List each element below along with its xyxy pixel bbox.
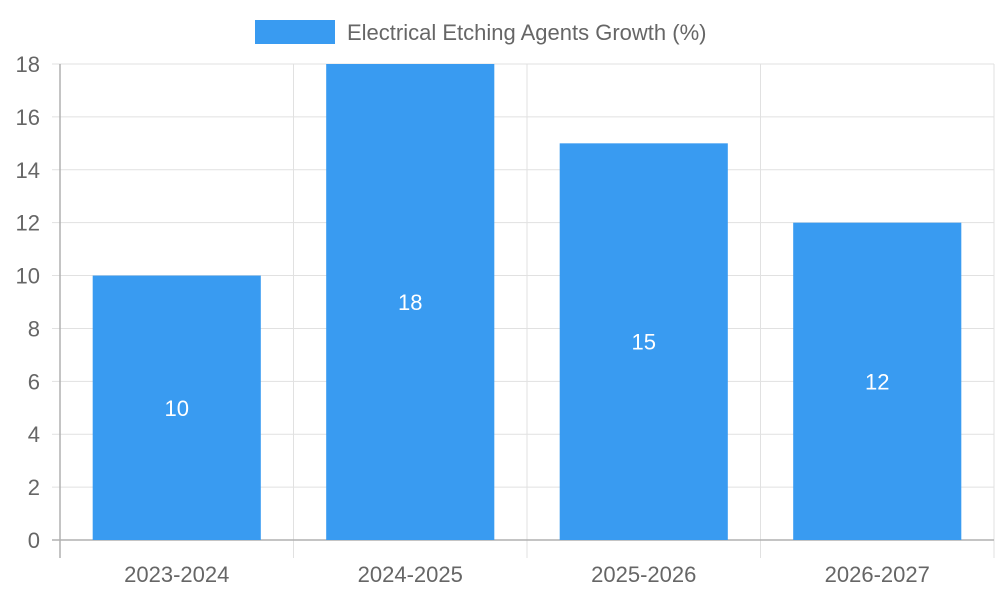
bar-2026-2027[interactable]: [793, 222, 962, 540]
y-tick-label: 0: [28, 528, 40, 553]
bars: [92, 64, 962, 541]
legend-swatch[interactable]: [255, 20, 335, 44]
y-tick-label: 4: [28, 422, 40, 447]
y-tick-label: 2: [28, 475, 40, 500]
y-tick-label: 6: [28, 369, 40, 394]
x-tick-label: 2025-2026: [591, 562, 696, 587]
legend[interactable]: Electrical Etching Agents Growth (%): [255, 20, 706, 45]
bar-value-label: 18: [398, 290, 422, 315]
y-tick-label: 10: [16, 264, 40, 289]
bar-value-label: 10: [165, 396, 189, 421]
legend-label[interactable]: Electrical Etching Agents Growth (%): [347, 20, 706, 45]
bar-2024-2025[interactable]: [326, 64, 495, 540]
axes: 0 2 4 6 8 10 12 14 16 18 2023-2024 2024-2025 2025-20…: [16, 52, 994, 587]
x-tick-label: 2024-2025: [358, 562, 463, 587]
y-tick-label: 12: [16, 211, 40, 236]
bar-value-label: 15: [632, 330, 656, 355]
bar-2025-2026[interactable]: [559, 143, 728, 541]
y-tick-label: 8: [28, 316, 40, 341]
y-tick-label: 18: [16, 52, 40, 77]
x-tick-label: 2026-2027: [825, 562, 930, 587]
x-tick-label: 2023-2024: [124, 562, 229, 587]
bar-value-label: 12: [865, 369, 889, 394]
bar-2023-2024[interactable]: [92, 275, 261, 540]
y-tick-label: 14: [16, 158, 40, 183]
y-tick-label: 16: [16, 105, 40, 130]
data-labels: 10 18 15 12: [165, 290, 890, 421]
